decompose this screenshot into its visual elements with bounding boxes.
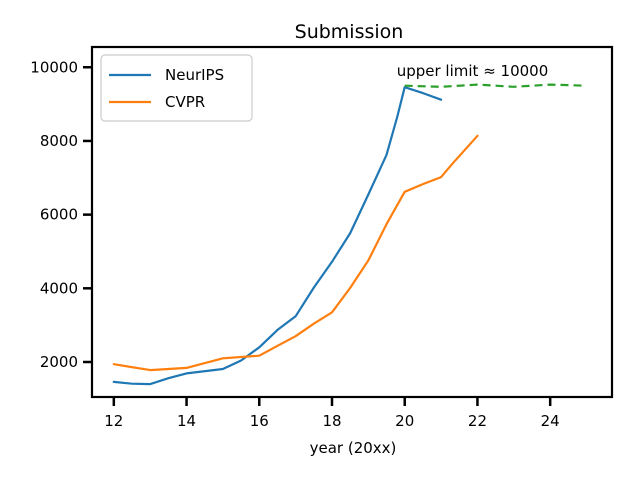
x-tick-label: 16 (250, 412, 269, 430)
legend-label: CVPR (165, 93, 205, 111)
y-axis: 2000 4000 6000 8000 10000 (30, 58, 92, 371)
y-tick-label: 8000 (40, 132, 78, 150)
series-line-neurips (112, 86, 443, 386)
x-tick-label: 12 (104, 412, 123, 430)
series-line-cvpr (112, 134, 479, 372)
y-tick-label: 4000 (40, 279, 78, 297)
x-tick-label: 24 (541, 412, 560, 430)
legend: NeurIPS CVPR (100, 54, 253, 122)
legend-label: NeurIPS (165, 66, 224, 84)
chart-title: Submission (295, 21, 404, 43)
x-axis: 12 14 16 18 20 22 24 (104, 397, 560, 430)
series-line-upper-limit (404, 83, 587, 88)
y-tick-label: 6000 (40, 206, 78, 224)
x-axis-label: year (20xx) (310, 439, 397, 457)
x-tick-label: 18 (322, 412, 341, 430)
y-tick-label: 2000 (40, 353, 78, 371)
x-tick-label: 20 (395, 412, 414, 430)
axes-frame (90, 45, 614, 399)
x-tick-label: 14 (177, 412, 196, 430)
annotation-text: upper limit ≈ 10000 (397, 62, 549, 80)
legend-box (100, 54, 253, 122)
x-tick-label: 22 (468, 412, 487, 430)
plot-area (112, 83, 587, 386)
annotations: upper limit ≈ 10000 (397, 62, 549, 80)
y-tick-label: 10000 (30, 58, 78, 76)
